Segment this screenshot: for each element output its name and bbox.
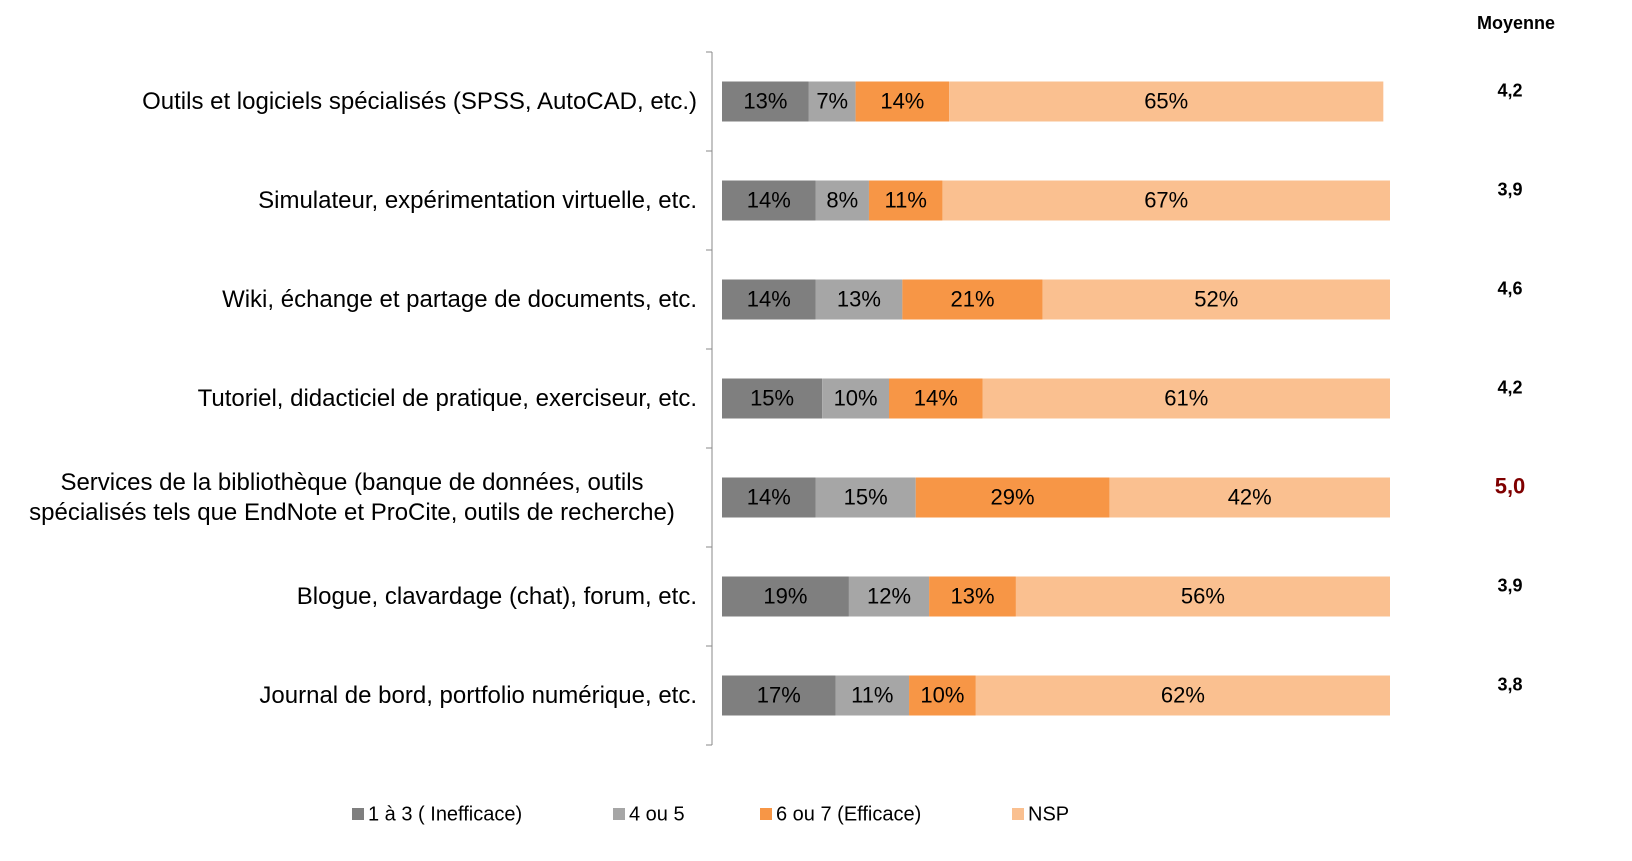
data-label: 61% [1164,385,1208,410]
bar-segment [815,477,916,518]
moyenne-value: 5,0 [1495,473,1526,498]
bar-segment [902,279,1043,320]
bar-segment [722,180,816,221]
data-label: 13% [950,583,994,608]
legend-label: 1 à 3 ( Inefficace) [368,803,522,825]
legend-swatch [1012,808,1024,820]
data-label: 10% [920,682,964,707]
bar-segment [855,81,950,122]
category-text: Simulateur, expérimentation virtuelle, e… [258,186,697,214]
category-label: Outils et logiciels spécialisés (SPSS, A… [0,87,697,117]
category-label: Blogue, clavardage (chat), forum, etc. [0,582,697,612]
bar-segment [722,576,849,617]
data-label: 67% [1144,187,1188,212]
data-label: 11% [851,682,893,707]
data-label: 19% [763,583,807,608]
bar-segment [1109,477,1390,518]
bar-segment [815,279,903,320]
data-label: 14% [880,88,924,113]
moyenne-value: 3,8 [1497,674,1522,694]
category-label: Journal de bord, portfolio numérique, et… [0,681,697,711]
data-label: 17% [757,682,801,707]
bar-segment [848,576,930,617]
category-text: Journal de bord, portfolio numérique, et… [259,681,697,709]
bar-segment [975,675,1390,716]
bar-segment [722,81,809,122]
category-label: Tutoriel, didacticiel de pratique, exerc… [0,384,697,414]
data-label: 52% [1194,286,1238,311]
category-text: Outils et logiciels spécialisés (SPSS, A… [142,87,697,115]
category-text: Services de la bibliothèque (banque de d… [29,468,675,526]
data-label: 14% [747,484,791,509]
bar-segment [822,378,889,419]
bar-segment [942,180,1390,221]
bar-segment [722,477,816,518]
data-label: 62% [1161,682,1205,707]
moyenne-value: 4,2 [1497,80,1522,100]
bar-segment [722,378,823,419]
bar-segment [982,378,1390,419]
bar-segment [722,675,836,716]
data-label: 7% [816,88,848,113]
bar-segment [835,675,910,716]
moyenne-value: 4,2 [1497,377,1522,397]
data-label: 14% [747,286,791,311]
bar-segment [915,477,1110,518]
bar-segment [1042,279,1390,320]
bar-segment [909,675,976,716]
legend-swatch [760,808,772,820]
data-label: 14% [747,187,791,212]
category-label: Services de la bibliothèque (banque de d… [0,468,697,528]
category-label: Wiki, échange et partage de documents, e… [0,285,697,315]
data-label: 56% [1181,583,1225,608]
data-label: 11% [884,187,926,212]
bar-segment [815,180,869,221]
category-label: Simulateur, expérimentation virtuelle, e… [0,186,697,216]
data-label: 21% [950,286,994,311]
moyenne-value: 4,6 [1497,278,1522,298]
moyenne-value: 3,9 [1497,179,1522,199]
data-label: 42% [1228,484,1272,509]
data-label: 14% [914,385,958,410]
data-label: 13% [743,88,787,113]
data-label: 13% [837,286,881,311]
moyenne-value: 3,9 [1497,575,1522,595]
bar-segment [949,81,1384,122]
data-label: 8% [826,187,858,212]
legend-label: NSP [1028,803,1069,825]
moyenne-header: Moyenne [1477,13,1555,33]
legend-label: 6 ou 7 (Efficace) [776,803,921,825]
bar-segment [808,81,856,122]
category-text: Tutoriel, didacticiel de pratique, exerc… [197,384,697,412]
category-text: Blogue, clavardage (chat), forum, etc. [296,582,697,610]
data-label: 65% [1144,88,1188,113]
bar-segment [868,180,943,221]
legend-swatch [352,808,364,820]
data-label: 15% [750,385,794,410]
legend-label: 4 ou 5 [629,803,685,825]
bar-segment [722,279,816,320]
bar-segment [889,378,983,419]
bar-segment [1015,576,1390,617]
data-label: 10% [834,385,878,410]
legend-swatch [613,808,625,820]
bar-segment [929,576,1016,617]
data-label: 12% [867,583,911,608]
category-text: Wiki, échange et partage de documents, e… [222,285,697,313]
data-label: 29% [991,484,1035,509]
data-label: 15% [844,484,888,509]
